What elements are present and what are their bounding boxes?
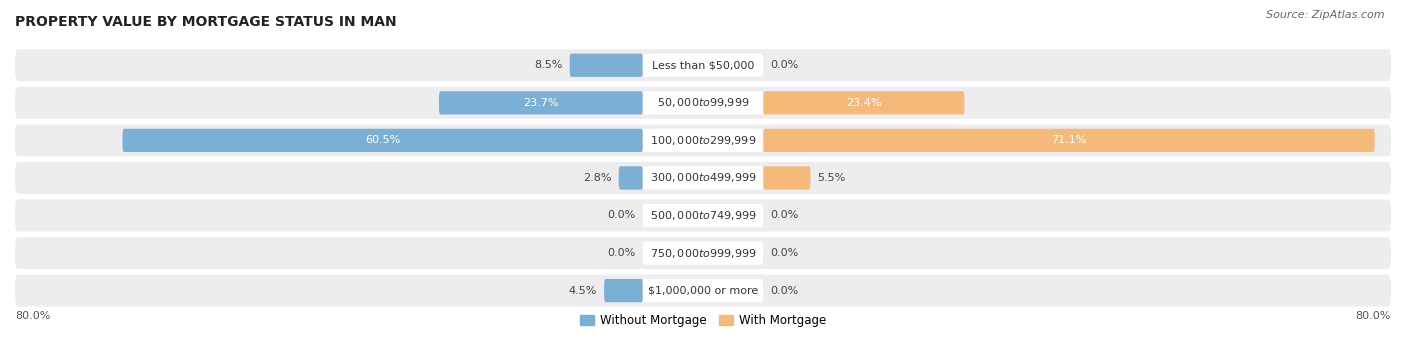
- FancyBboxPatch shape: [15, 124, 1391, 157]
- FancyBboxPatch shape: [15, 162, 1391, 194]
- Text: 5.5%: 5.5%: [817, 173, 845, 183]
- Text: 23.4%: 23.4%: [846, 98, 882, 108]
- FancyBboxPatch shape: [15, 237, 1391, 269]
- Text: $100,000 to $299,999: $100,000 to $299,999: [650, 134, 756, 147]
- FancyBboxPatch shape: [643, 54, 763, 77]
- FancyBboxPatch shape: [619, 166, 643, 190]
- Text: PROPERTY VALUE BY MORTGAGE STATUS IN MAN: PROPERTY VALUE BY MORTGAGE STATUS IN MAN: [15, 15, 396, 29]
- FancyBboxPatch shape: [15, 49, 1391, 81]
- Legend: Without Mortgage, With Mortgage: Without Mortgage, With Mortgage: [581, 314, 825, 327]
- FancyBboxPatch shape: [763, 166, 810, 190]
- FancyBboxPatch shape: [15, 199, 1391, 232]
- FancyBboxPatch shape: [439, 91, 643, 115]
- FancyBboxPatch shape: [643, 129, 763, 152]
- FancyBboxPatch shape: [643, 279, 763, 302]
- Text: 0.0%: 0.0%: [607, 210, 636, 221]
- Text: $300,000 to $499,999: $300,000 to $499,999: [650, 172, 756, 184]
- Text: $750,000 to $999,999: $750,000 to $999,999: [650, 247, 756, 260]
- FancyBboxPatch shape: [15, 275, 1391, 307]
- Text: 2.8%: 2.8%: [583, 173, 612, 183]
- FancyBboxPatch shape: [763, 129, 1375, 152]
- FancyBboxPatch shape: [643, 204, 763, 227]
- Text: 80.0%: 80.0%: [1355, 311, 1391, 321]
- Text: 0.0%: 0.0%: [770, 286, 799, 296]
- Text: 4.5%: 4.5%: [569, 286, 598, 296]
- Text: 80.0%: 80.0%: [15, 311, 51, 321]
- Text: 71.1%: 71.1%: [1052, 135, 1087, 145]
- FancyBboxPatch shape: [122, 129, 643, 152]
- Text: 0.0%: 0.0%: [770, 210, 799, 221]
- Text: 8.5%: 8.5%: [534, 60, 562, 70]
- FancyBboxPatch shape: [569, 54, 643, 77]
- Text: $1,000,000 or more: $1,000,000 or more: [648, 286, 758, 296]
- Text: 60.5%: 60.5%: [366, 135, 401, 145]
- FancyBboxPatch shape: [643, 166, 763, 190]
- Text: 23.7%: 23.7%: [523, 98, 558, 108]
- Text: 0.0%: 0.0%: [607, 248, 636, 258]
- FancyBboxPatch shape: [605, 279, 643, 302]
- Text: $50,000 to $99,999: $50,000 to $99,999: [657, 97, 749, 109]
- Text: 0.0%: 0.0%: [770, 60, 799, 70]
- FancyBboxPatch shape: [15, 87, 1391, 119]
- Text: $500,000 to $749,999: $500,000 to $749,999: [650, 209, 756, 222]
- FancyBboxPatch shape: [763, 91, 965, 115]
- FancyBboxPatch shape: [643, 91, 763, 115]
- FancyBboxPatch shape: [643, 241, 763, 265]
- Text: 0.0%: 0.0%: [770, 248, 799, 258]
- Text: Less than $50,000: Less than $50,000: [652, 60, 754, 70]
- Text: Source: ZipAtlas.com: Source: ZipAtlas.com: [1267, 10, 1385, 20]
